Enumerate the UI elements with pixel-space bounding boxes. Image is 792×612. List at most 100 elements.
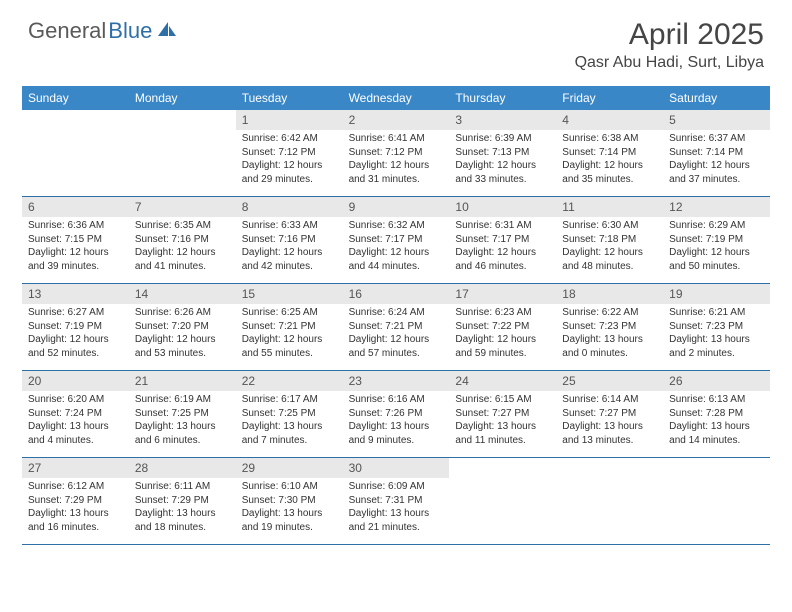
day-line: Sunrise: 6:42 AM [242,132,337,146]
day-line: Daylight: 12 hours [135,246,230,260]
day-details: Sunrise: 6:21 AMSunset: 7:23 PMDaylight:… [663,304,770,364]
day-line: and 52 minutes. [28,347,123,361]
day-number: 24 [449,371,556,391]
day-number: 1 [236,110,343,130]
day-line: and 46 minutes. [455,260,550,274]
day-line: and 13 minutes. [562,434,657,448]
calendar-cell-empty [22,110,129,196]
day-line: and 35 minutes. [562,173,657,187]
day-line: Sunrise: 6:17 AM [242,393,337,407]
day-line: Sunrise: 6:39 AM [455,132,550,146]
calendar-cell: 25Sunrise: 6:14 AMSunset: 7:27 PMDayligh… [556,371,663,457]
day-number: 25 [556,371,663,391]
day-line: and 2 minutes. [669,347,764,361]
day-line: Sunrise: 6:37 AM [669,132,764,146]
day-line: Sunrise: 6:25 AM [242,306,337,320]
day-line: Sunset: 7:16 PM [242,233,337,247]
header: General Blue April 2025 Qasr Abu Hadi, S… [0,0,792,80]
calendar-cell: 19Sunrise: 6:21 AMSunset: 7:23 PMDayligh… [663,284,770,370]
day-number-empty [449,458,556,478]
day-line: Sunset: 7:23 PM [562,320,657,334]
day-details: Sunrise: 6:11 AMSunset: 7:29 PMDaylight:… [129,478,236,538]
week-row: 27Sunrise: 6:12 AMSunset: 7:29 PMDayligh… [22,458,770,545]
day-line: Daylight: 13 hours [349,507,444,521]
day-line: Sunset: 7:12 PM [349,146,444,160]
day-line: Daylight: 13 hours [455,420,550,434]
calendar-cell: 27Sunrise: 6:12 AMSunset: 7:29 PMDayligh… [22,458,129,544]
page-title: April 2025 [575,18,764,52]
dayname-monday: Monday [129,86,236,110]
day-details: Sunrise: 6:33 AMSunset: 7:16 PMDaylight:… [236,217,343,277]
day-line: and 55 minutes. [242,347,337,361]
calendar-cell: 9Sunrise: 6:32 AMSunset: 7:17 PMDaylight… [343,197,450,283]
day-line: Sunset: 7:29 PM [135,494,230,508]
day-line: Daylight: 12 hours [135,333,230,347]
day-line: and 4 minutes. [28,434,123,448]
day-details: Sunrise: 6:30 AMSunset: 7:18 PMDaylight:… [556,217,663,277]
day-line: Sunrise: 6:26 AM [135,306,230,320]
day-line: Sunset: 7:21 PM [242,320,337,334]
day-number: 21 [129,371,236,391]
day-line: Daylight: 13 hours [135,507,230,521]
calendar-cell: 18Sunrise: 6:22 AMSunset: 7:23 PMDayligh… [556,284,663,370]
day-line: and 48 minutes. [562,260,657,274]
day-line: Sunset: 7:23 PM [669,320,764,334]
day-line: and 14 minutes. [669,434,764,448]
day-line: Sunrise: 6:13 AM [669,393,764,407]
day-line: Sunrise: 6:36 AM [28,219,123,233]
day-line: and 29 minutes. [242,173,337,187]
day-line: Sunrise: 6:14 AM [562,393,657,407]
calendar-cell: 12Sunrise: 6:29 AMSunset: 7:19 PMDayligh… [663,197,770,283]
location-text: Qasr Abu Hadi, Surt, Libya [575,54,764,72]
week-row: 1Sunrise: 6:42 AMSunset: 7:12 PMDaylight… [22,110,770,197]
calendar-cell: 15Sunrise: 6:25 AMSunset: 7:21 PMDayligh… [236,284,343,370]
day-details: Sunrise: 6:42 AMSunset: 7:12 PMDaylight:… [236,130,343,190]
calendar-cell: 20Sunrise: 6:20 AMSunset: 7:24 PMDayligh… [22,371,129,457]
day-details: Sunrise: 6:19 AMSunset: 7:25 PMDaylight:… [129,391,236,451]
calendar-cell: 5Sunrise: 6:37 AMSunset: 7:14 PMDaylight… [663,110,770,196]
day-details: Sunrise: 6:17 AMSunset: 7:25 PMDaylight:… [236,391,343,451]
day-line: and 9 minutes. [349,434,444,448]
day-line: Daylight: 13 hours [242,420,337,434]
day-details: Sunrise: 6:32 AMSunset: 7:17 PMDaylight:… [343,217,450,277]
day-line: and 37 minutes. [669,173,764,187]
day-line: Sunset: 7:28 PM [669,407,764,421]
calendar-cell: 28Sunrise: 6:11 AMSunset: 7:29 PMDayligh… [129,458,236,544]
day-details: Sunrise: 6:12 AMSunset: 7:29 PMDaylight:… [22,478,129,538]
day-line: Daylight: 12 hours [669,246,764,260]
calendar-cell: 8Sunrise: 6:33 AMSunset: 7:16 PMDaylight… [236,197,343,283]
day-number: 28 [129,458,236,478]
day-line: Daylight: 12 hours [349,246,444,260]
day-line: Daylight: 13 hours [669,420,764,434]
day-number-empty [129,110,236,130]
day-line: Sunrise: 6:31 AM [455,219,550,233]
day-line: Sunrise: 6:27 AM [28,306,123,320]
day-line: Daylight: 12 hours [669,159,764,173]
day-line: Sunrise: 6:15 AM [455,393,550,407]
day-details: Sunrise: 6:41 AMSunset: 7:12 PMDaylight:… [343,130,450,190]
day-details: Sunrise: 6:14 AMSunset: 7:27 PMDaylight:… [556,391,663,451]
day-details: Sunrise: 6:22 AMSunset: 7:23 PMDaylight:… [556,304,663,364]
day-line: Sunset: 7:26 PM [349,407,444,421]
day-line: Sunrise: 6:24 AM [349,306,444,320]
day-details: Sunrise: 6:37 AMSunset: 7:14 PMDaylight:… [663,130,770,190]
day-line: Daylight: 12 hours [562,246,657,260]
day-line: Sunset: 7:30 PM [242,494,337,508]
day-line: and 7 minutes. [242,434,337,448]
day-line: Sunrise: 6:41 AM [349,132,444,146]
calendar-body: 1Sunrise: 6:42 AMSunset: 7:12 PMDaylight… [22,110,770,545]
day-line: Sunrise: 6:23 AM [455,306,550,320]
calendar-cell: 3Sunrise: 6:39 AMSunset: 7:13 PMDaylight… [449,110,556,196]
calendar-cell: 30Sunrise: 6:09 AMSunset: 7:31 PMDayligh… [343,458,450,544]
day-line: Sunset: 7:14 PM [669,146,764,160]
day-line: and 0 minutes. [562,347,657,361]
day-number: 12 [663,197,770,217]
day-line: Daylight: 13 hours [562,420,657,434]
logo-text-general: General [28,18,106,44]
day-number: 30 [343,458,450,478]
calendar-cell: 7Sunrise: 6:35 AMSunset: 7:16 PMDaylight… [129,197,236,283]
day-line: Daylight: 12 hours [242,246,337,260]
dayname-tuesday: Tuesday [236,86,343,110]
day-line: and 21 minutes. [349,521,444,535]
day-details: Sunrise: 6:25 AMSunset: 7:21 PMDaylight:… [236,304,343,364]
